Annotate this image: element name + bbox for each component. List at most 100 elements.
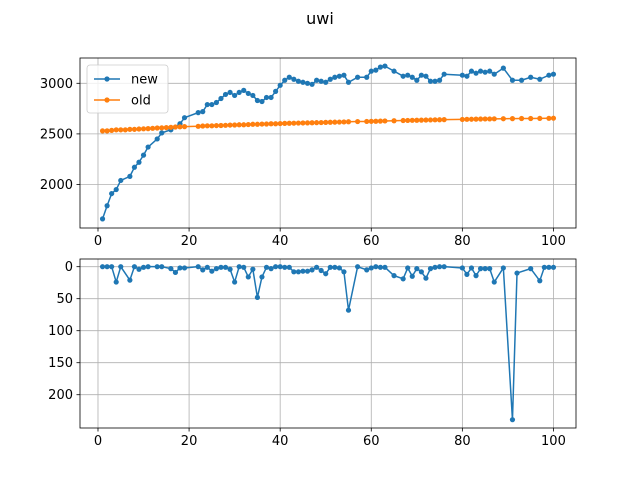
top-data-point-old [459,116,465,123]
top-data-point-new [131,164,138,170]
top-data-point-new [259,98,265,105]
top-data-point-new [154,136,160,142]
bottom-data-point-series [373,264,379,270]
bottom-data-point-series [304,268,311,274]
bottom-data-point-series [277,264,283,270]
top-data-point-old [377,118,383,124]
top-data-point-old [528,115,534,122]
bottom-data-point-series [177,265,183,271]
top-data-point-new [241,87,247,93]
bottom-data-point-series [464,271,470,277]
bottom-data-point-series [300,268,306,274]
bottom-data-point-series [514,270,520,276]
top-data-point-old [163,125,169,131]
bottom-data-point-series [341,269,347,275]
top-data-point-new [405,72,411,78]
top-data-point-old [436,117,443,123]
bottom-data-point-series [441,264,447,270]
top-data-point-new [468,68,475,74]
top-data-point-new [99,216,106,222]
top-data-point-old [423,117,429,123]
top-data-point-new [487,68,493,74]
top-data-point-new [181,115,188,121]
top-data-point-old [500,116,506,122]
bottom-data-point-series [113,279,119,285]
bottom-data-point-series [209,268,215,274]
bottom-data-point-series [232,279,238,285]
bottom-x-tick-label: 60 [363,434,380,449]
bottom-x-tick-label: 40 [272,434,289,449]
top-data-point-old [518,115,525,122]
top-data-point-new [537,76,543,82]
top-data-point-new [500,65,506,71]
bottom-data-point-series [109,264,115,270]
bottom-data-point-series [537,278,543,284]
legend: new old [86,64,169,114]
bottom-data-point-series [473,273,479,279]
top-data-point-new [309,81,315,87]
top-data-point-new [204,101,210,108]
top-data-point-old [314,120,320,126]
top-data-point-old [195,123,201,129]
top-data-point-new [268,94,274,101]
bottom-x-tick-label: 100 [541,434,566,449]
top-axes: 0 20 40 60 80 100 2000 2500 3000 new old [40,57,577,249]
top-data-point-old [509,116,516,122]
top-data-point-new [518,77,525,83]
bottom-data-point-series [254,294,261,301]
top-data-point-old [418,117,424,123]
top-data-point-new [218,95,224,102]
top-data-point-new [332,74,338,80]
bottom-data-point-series [286,264,292,270]
bottom-data-point-series [459,265,465,271]
top-data-point-old [464,116,470,122]
top-data-point-old [482,116,488,122]
top-data-point-new [145,144,151,150]
bottom-data-point-series [241,264,247,270]
top-data-point-new [195,110,201,116]
top-data-point-old [414,117,420,123]
top-data-point-old [150,125,156,131]
top-data-point-old [537,115,543,122]
bottom-data-point-series [250,266,256,272]
top-data-point-old [291,120,297,126]
top-data-point-old [268,121,274,127]
top-data-point-old [140,126,147,132]
bottom-data-point-series [131,264,138,270]
top-data-point-old [382,118,388,124]
top-data-point-old [168,124,174,130]
bottom-y-tick-label: 200 [48,388,73,403]
bottom-data-point-series [491,279,497,285]
bottom-data-point-series [436,264,443,270]
top-data-point-new [318,78,324,84]
top-data-point-old [327,119,333,125]
top-data-point-old [441,117,447,123]
top-data-point-new [509,77,516,83]
top-data-point-new [391,68,397,74]
top-data-point-new [345,79,352,85]
top-data-point-old [263,121,270,127]
top-data-point-new [464,73,470,79]
top-data-point-new [104,203,110,209]
top-data-point-new [304,80,311,86]
top-data-point-old [127,126,133,132]
top-data-point-new [227,89,233,96]
top-data-point-old [468,116,475,122]
bottom-data-point-series [327,264,333,270]
top-data-point-old [213,122,220,129]
bottom-data-point-series [295,269,301,275]
bottom-data-point-series [509,417,516,423]
top-data-point-old [172,124,179,130]
bottom-data-point-series [405,265,411,271]
top-data-point-new [432,78,438,84]
top-data-point-old [273,121,279,127]
top-data-point-new [127,173,133,179]
top-data-point-new [213,99,220,106]
bottom-data-point-series [409,273,415,279]
top-data-point-old [177,124,183,130]
top-data-point-new [291,76,297,82]
top-x-tick-label: 0 [94,234,102,249]
top-data-point-old [277,120,283,127]
